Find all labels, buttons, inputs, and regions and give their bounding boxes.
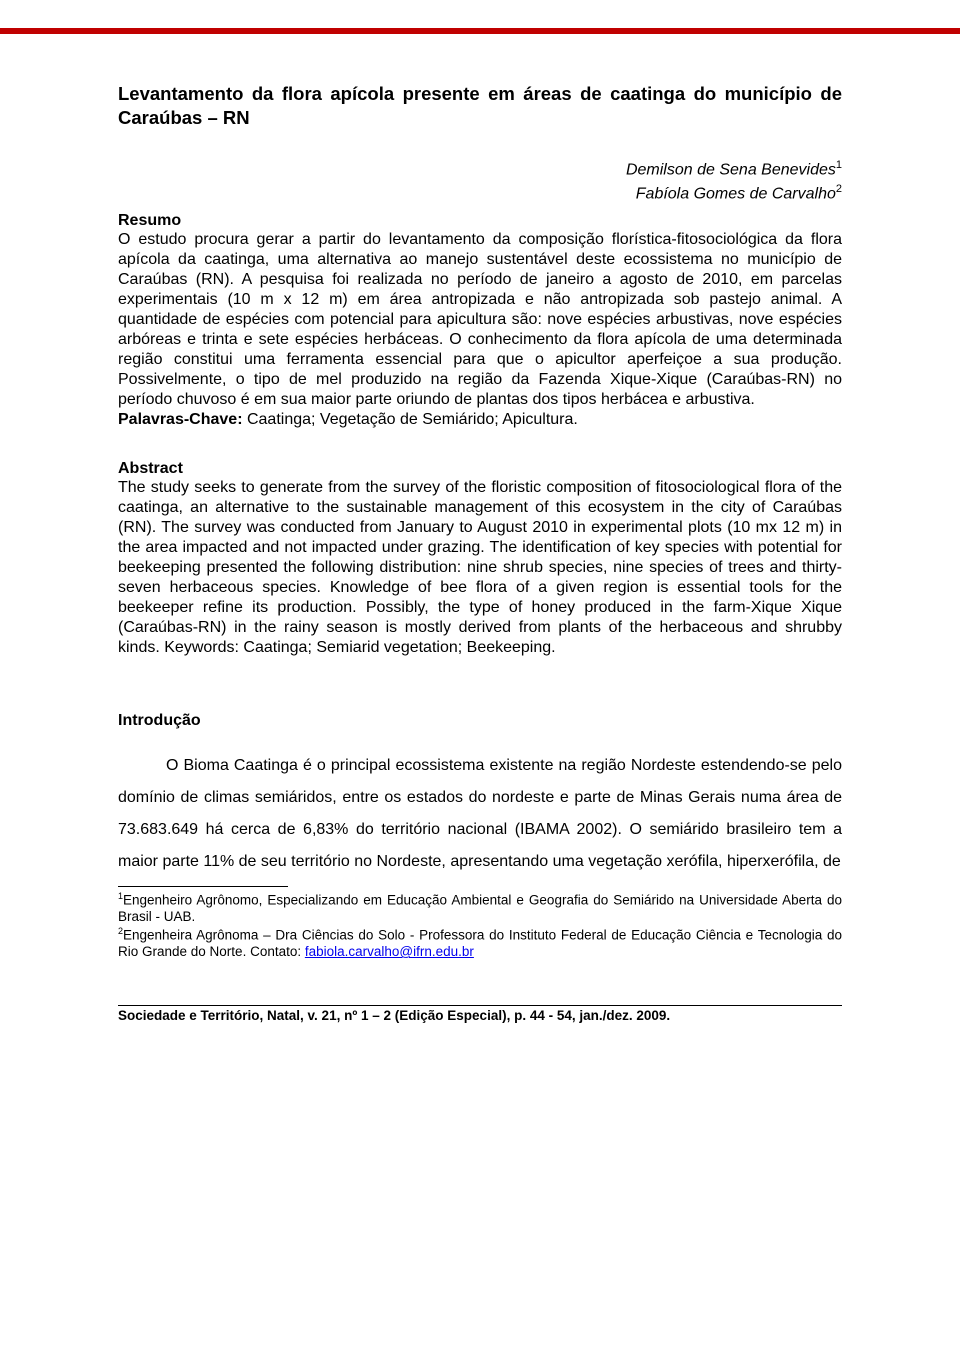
abstract-heading: Abstract xyxy=(118,460,842,478)
footer-citation: Sociedade e Território, Natal, v. 21, nº… xyxy=(118,1008,842,1023)
resumo-text: O estudo procura gerar a partir do levan… xyxy=(118,230,842,410)
introducao-heading: Introdução xyxy=(118,712,842,730)
palavras-chave: Palavras-Chave: Caatinga; Vegetação de S… xyxy=(118,410,842,430)
palavras-chave-text: Caatinga; Vegetação de Semiárido; Apicul… xyxy=(243,411,578,428)
footnote-rule xyxy=(118,886,288,887)
abstract-text: The study seeks to generate from the sur… xyxy=(118,478,842,658)
footnote-1: 1Engenheiro Agrônomo, Especializando em … xyxy=(118,891,842,926)
header-accent-bar xyxy=(0,28,960,34)
footnote-2: 2Engenheira Agrônoma – Dra Ciências do S… xyxy=(118,926,842,961)
author-1: Demilson de Sena Benevides xyxy=(626,161,836,178)
author-2: Fabíola Gomes de Carvalho xyxy=(636,185,836,202)
palavras-chave-label: Palavras-Chave: xyxy=(118,411,243,428)
abstract-body-text: The study seeks to generate from the sur… xyxy=(118,479,842,656)
author-1-sup: 1 xyxy=(836,159,842,171)
footnotes: 1Engenheiro Agrônomo, Especializando em … xyxy=(118,891,842,962)
keywords-label: Keywords: xyxy=(164,639,239,656)
introducao-text: O Bioma Caatinga é o principal ecossiste… xyxy=(118,750,842,878)
footer-rule xyxy=(118,1005,842,1006)
author-2-sup: 2 xyxy=(836,183,842,195)
footnote-1-text: Engenheiro Agrônomo, Especializando em E… xyxy=(118,892,842,924)
article-title: Levantamento da flora apícola presente e… xyxy=(118,82,842,130)
author-block: Demilson de Sena Benevides1 Fabíola Gome… xyxy=(118,158,842,205)
page-content: Levantamento da flora apícola presente e… xyxy=(0,82,960,961)
footnote-2-email-link[interactable]: fabiola.carvalho@ifrn.edu.br xyxy=(305,944,474,959)
page-footer: Sociedade e Território, Natal, v. 21, nº… xyxy=(0,1005,960,1039)
resumo-heading: Resumo xyxy=(118,212,842,230)
footnote-2-text: Engenheira Agrônoma – Dra Ciências do So… xyxy=(118,927,842,959)
keywords-text: Caatinga; Semiarid vegetation; Beekeepin… xyxy=(239,639,556,656)
